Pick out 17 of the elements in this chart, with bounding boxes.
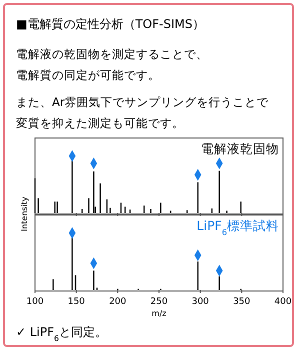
text: また、Ar雰囲気下でサンプリングを行うことで bbox=[16, 95, 270, 109]
x-tick-label: 300 bbox=[192, 297, 210, 307]
y-axis-title: Intensity bbox=[20, 196, 29, 232]
text: 電解液の乾固物を測定することで、 bbox=[16, 47, 208, 61]
series-label: LiPF$_{6}$標準試料 bbox=[196, 218, 279, 237]
x-axis-title: m/z bbox=[152, 309, 166, 318]
text: ✓ LiPF$_{6}$と同定。 bbox=[16, 325, 107, 342]
x-tick-label: 250 bbox=[150, 297, 168, 307]
x-tick-label: 100 bbox=[26, 297, 44, 307]
chart-title: ■電解質の定性分析（TOF-SIMS） bbox=[16, 17, 204, 31]
x-tick-label: 400 bbox=[274, 297, 292, 307]
x-tick-label: 150 bbox=[68, 297, 86, 307]
series-label: 電解液乾固物 bbox=[201, 141, 279, 156]
x-tick-label: 200 bbox=[109, 297, 127, 307]
x-tick-label: 350 bbox=[233, 297, 251, 307]
text: 変質を抑えた測定も可能です。 bbox=[16, 116, 184, 130]
text: 電解質の同定が可能です。 bbox=[16, 68, 160, 82]
